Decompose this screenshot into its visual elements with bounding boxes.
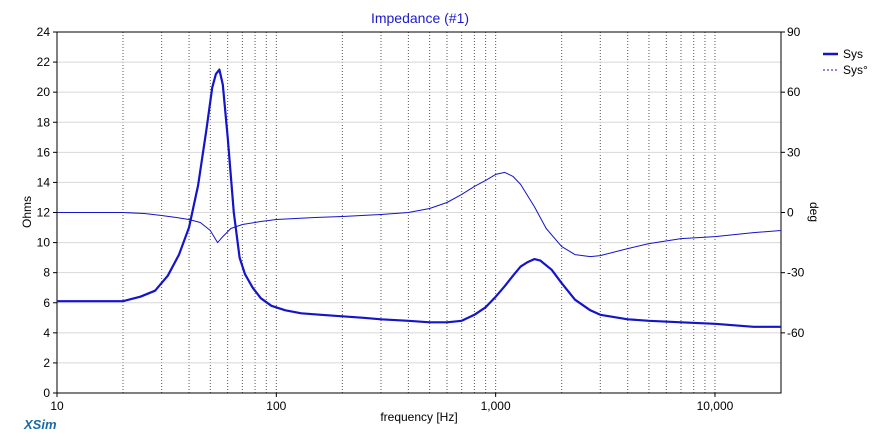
y2-tick-label: -30 [787, 266, 805, 280]
y-tick-label: 4 [43, 326, 50, 340]
y-tick-label: 22 [37, 55, 51, 69]
y-tick-label: 12 [37, 206, 51, 220]
x-axis-ticks: 10 100 1,000 10,000 [50, 393, 734, 413]
chart-title: Impedance (#1) [371, 10, 469, 26]
y-tick-label: 2 [43, 356, 50, 370]
y-tick-label: 18 [37, 115, 51, 129]
y2-tick-label: -60 [787, 326, 805, 340]
y-tick-label: 24 [37, 25, 51, 39]
series-line-phase [57, 171, 782, 258]
series-line-impedance [57, 68, 781, 328]
brand-logo: XSim [23, 417, 57, 432]
x-tick-label: 10,000 [697, 399, 734, 413]
legend-label: Sys° [843, 63, 868, 77]
y2-tick-label: 90 [787, 25, 801, 39]
legend-label: Sys [843, 47, 863, 61]
x-tick-label: 1,000 [481, 399, 511, 413]
y-tick-label: 8 [43, 266, 50, 280]
right-axis-ticks: 90 60 30 0 -30 -60 [781, 25, 805, 340]
y2-tick-label: 30 [787, 145, 801, 159]
x-axis-label: frequency [Hz] [380, 410, 457, 424]
x-tick-label: 100 [266, 399, 286, 413]
y2-tick-label: 0 [787, 206, 794, 220]
y2-axis-label: deg [807, 202, 821, 222]
y-tick-label: 14 [37, 175, 51, 189]
legend: Sys Sys° [823, 47, 868, 77]
y-tick-label: 6 [43, 296, 50, 310]
x-tick-label: 10 [50, 399, 64, 413]
y-axis-label: Ohms [20, 196, 34, 228]
series-lines [57, 68, 782, 328]
y-tick-label: 10 [37, 236, 51, 250]
grid-lines [57, 32, 781, 393]
y-tick-label: 0 [43, 386, 50, 400]
y-tick-label: 16 [37, 145, 51, 159]
y-tick-label: 20 [37, 85, 51, 99]
y2-tick-label: 60 [787, 85, 801, 99]
